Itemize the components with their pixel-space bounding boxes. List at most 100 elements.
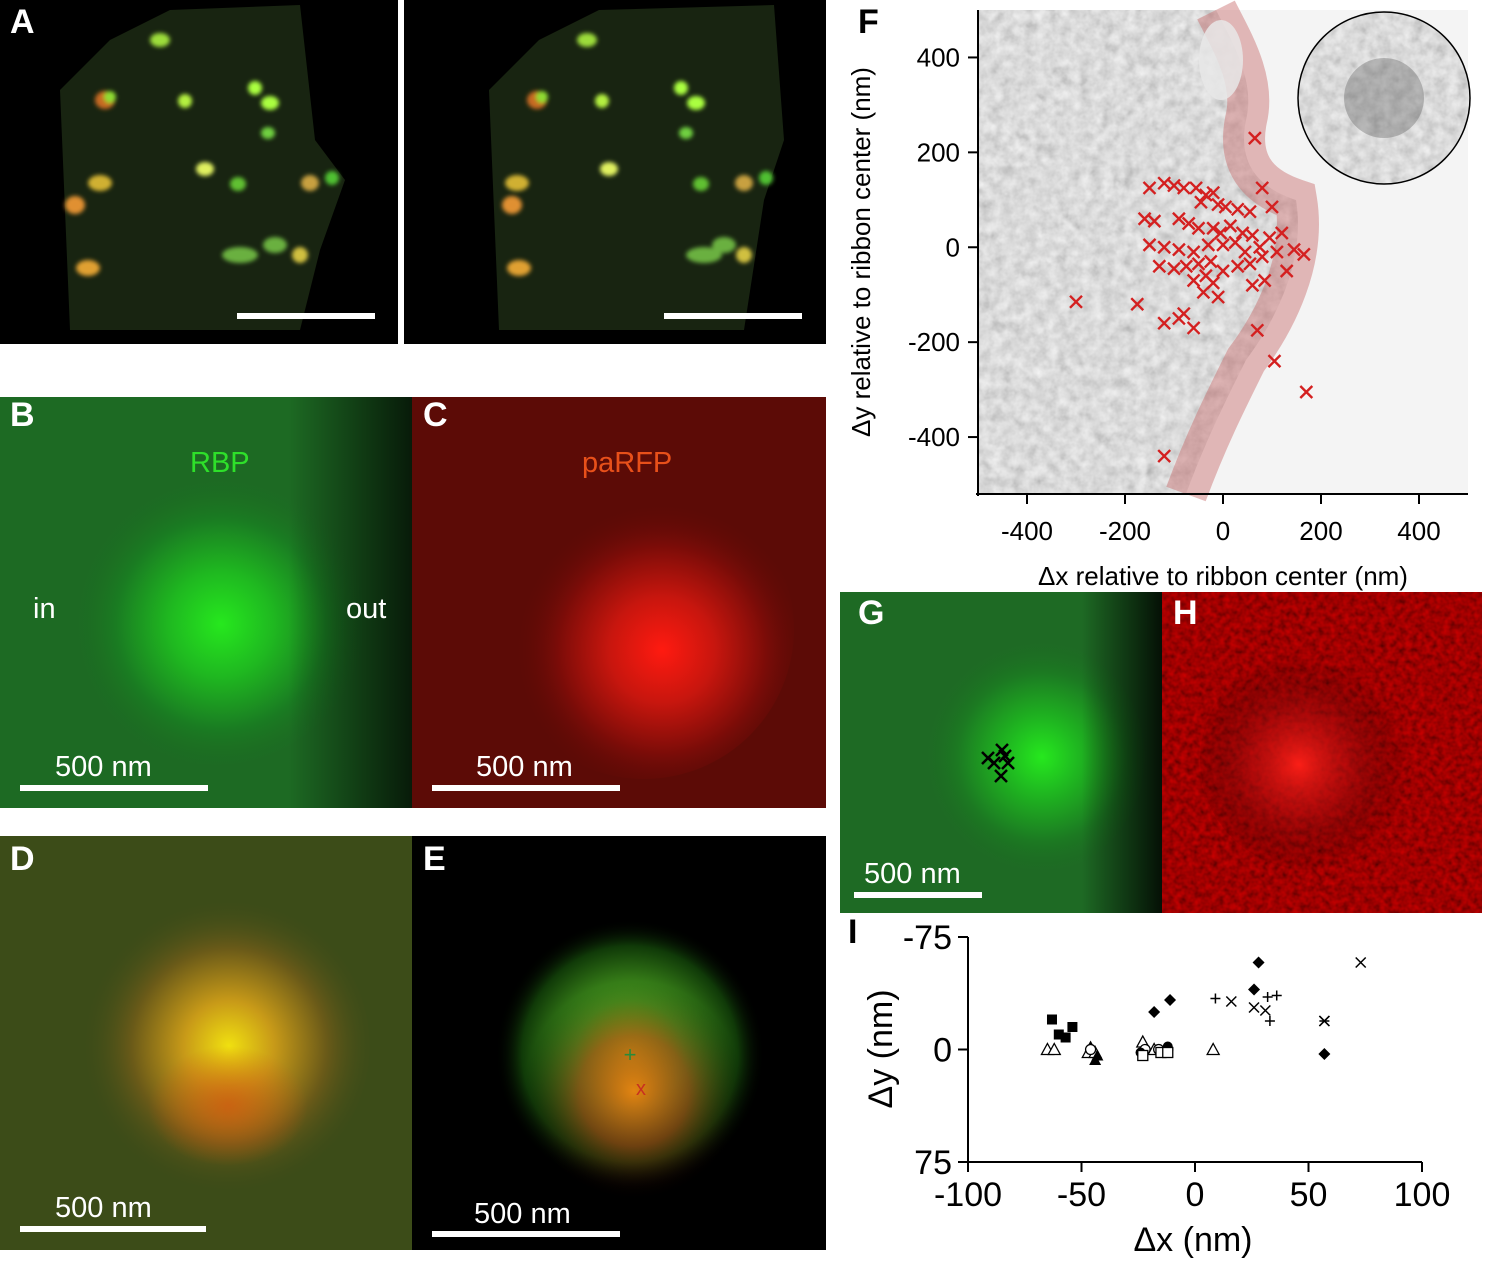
panel-f-data-point: [1069, 294, 1083, 309]
panel-a-left-image: [0, 0, 398, 344]
panel-f-data-point: [1206, 221, 1221, 236]
panel-f-data-point: [1211, 197, 1225, 212]
panel-i-x-tick-label: 50: [1290, 1176, 1328, 1214]
panel-i-data-point: [1206, 1042, 1221, 1056]
panel-f-data-point: [1179, 259, 1194, 274]
panel-f-data-point: [1191, 257, 1206, 271]
panel-f-x-tick-label: 0: [1216, 516, 1230, 546]
panel-i-data-point: [1084, 1043, 1097, 1056]
panel-f-data-point: [1238, 245, 1252, 259]
panel-f-data-point: [1223, 219, 1238, 233]
panel-c-scale-label: 500 nm: [476, 751, 573, 783]
panel-i-plot: -100 -50 0 50 100 -75 0 75 Δx (nm) Δy (nm): [862, 919, 1451, 1259]
panel-b-channel-label: RBP: [190, 447, 250, 479]
panel-f-plot: -400 -200 0 200 400 400 200 0 -200 -400 Δx relati…: [846, 0, 1471, 591]
panel-i-data-point: [1225, 995, 1237, 1008]
panel-i-y-tick-label: 75: [914, 1144, 952, 1182]
panel-i-data-point: [1355, 956, 1367, 969]
panel-f-data-point: [1255, 181, 1270, 195]
panel-f-data-point: [1265, 200, 1279, 214]
panel-i-data-point: [1262, 992, 1273, 1002]
panel-f-data-point: [1211, 290, 1225, 304]
panel-b-rbp-image: RBP in out 500 nm: [0, 397, 412, 808]
panel-a-left-scale-bar: [237, 313, 375, 319]
panel-f-data-point: [1201, 238, 1216, 252]
panel-f-label: F: [858, 3, 879, 41]
panel-i-data-point: [1162, 1046, 1174, 1059]
panel-i-data-point: [1252, 956, 1265, 969]
panel-i-y-tick-label: 0: [933, 1032, 952, 1070]
panel-f-data-point: [1287, 242, 1301, 257]
panel-i-x-axis-label: Δx (nm): [1133, 1221, 1252, 1259]
panel-f-data-point: [1216, 238, 1230, 252]
panel-f-inset-circle: [1297, 11, 1471, 185]
panel-f-data-point: [1297, 247, 1311, 262]
panel-f-x-tick-label: -400: [1001, 516, 1053, 546]
panel-f-x-tick-label: 400: [1397, 516, 1440, 546]
panel-f-data-point: [1157, 240, 1172, 255]
panel-e-green-centroid-marker: +: [624, 1042, 637, 1067]
panel-c-label: C: [423, 396, 448, 434]
panel-f-x-tick-label: 200: [1299, 516, 1342, 546]
panel-f-data-point: [1243, 257, 1257, 271]
panel-i-data-point: [1264, 1016, 1275, 1026]
panel-f-data-point: [1186, 273, 1201, 288]
panel-f-y-tick-label: 0: [946, 232, 960, 262]
panel-f-chart: -400 -200 0 200 400 400 200 0 -200 -400 Δx relati…: [836, 0, 1500, 592]
panel-f-data-point: [1130, 297, 1145, 312]
panel-f-data-point: [1186, 321, 1201, 335]
panel-i-x-tick-label: -50: [1057, 1176, 1106, 1214]
panel-f-data-point: [1157, 449, 1172, 463]
panel-f-x-axis-label: Δx relative to ribbon center (nm): [1038, 561, 1408, 591]
panel-f-y-tick-label: 200: [917, 137, 960, 167]
panel-f-y-tick-label: -200: [908, 327, 960, 357]
panel-f-data-point: [1191, 221, 1206, 236]
panel-f-data-point: [1181, 216, 1196, 231]
panel-f-data-point: [1245, 278, 1260, 293]
panel-f-data-point: [1245, 228, 1260, 243]
panel-d-scale-bar: [20, 1226, 206, 1232]
panel-f-data-point: [1152, 259, 1167, 274]
panel-f-data-point: [1267, 354, 1282, 368]
panel-i-data-point: [1164, 994, 1177, 1006]
panel-a-label: A: [10, 3, 35, 41]
panel-f-data-point: [1157, 176, 1172, 191]
panel-f-data-point: [1199, 188, 1213, 202]
panel-f-data-point: [1250, 323, 1265, 338]
panel-b-scale-label: 500 nm: [55, 751, 152, 783]
panel-b-in-label: in: [33, 593, 56, 625]
panel-f-data-point: [1157, 316, 1172, 331]
panel-f-data-point: [1176, 181, 1191, 195]
panel-i-data-point: [1067, 1022, 1078, 1032]
panel-g-scale-label: 500 nm: [864, 858, 961, 890]
panel-i-x-tick-label: 100: [1394, 1176, 1451, 1214]
panel-d-label: D: [10, 840, 35, 878]
panel-i-data-point: [1053, 1029, 1064, 1040]
panel-f-data-point: [1172, 242, 1186, 257]
panel-f-y-axis-label: Δy relative to ribbon center (nm): [846, 67, 876, 437]
panel-a-right-image: [404, 0, 826, 344]
panel-i-data-point: [1248, 1001, 1260, 1014]
panel-f-data-point: [1189, 181, 1203, 195]
panel-f-data-point: [1172, 311, 1186, 326]
panel-f-data-point: [1243, 204, 1257, 219]
panel-d-merge-image: 500 nm: [0, 836, 412, 1250]
panel-h-parfp-image: [1162, 592, 1482, 913]
panel-f-data-point: [1230, 259, 1245, 274]
panel-i-data-point: [1148, 1006, 1161, 1018]
panel-g-scale-bar: [854, 892, 982, 898]
panel-i-data-point: [1089, 1054, 1102, 1065]
panel-c-scale-bar: [432, 785, 620, 791]
panel-e-scale-bar: [432, 1231, 620, 1237]
panel-f-data-point: [1206, 185, 1221, 200]
panel-f-data-point: [1196, 285, 1211, 300]
panel-f-y-tick-label: -400: [908, 422, 960, 452]
panel-f-data-point: [1216, 264, 1230, 278]
panel-b-scale-bar: [20, 785, 208, 791]
panel-f-data-point: [1203, 254, 1218, 269]
panel-i-x-tick-label: 0: [1186, 1176, 1205, 1214]
panel-f-data-point: [1230, 202, 1245, 217]
panel-e-red-centroid-marker: x: [636, 1078, 646, 1100]
panel-i-data-point: [1259, 1004, 1271, 1017]
panel-c-parfp-image: paRFP 500 nm: [412, 397, 826, 808]
